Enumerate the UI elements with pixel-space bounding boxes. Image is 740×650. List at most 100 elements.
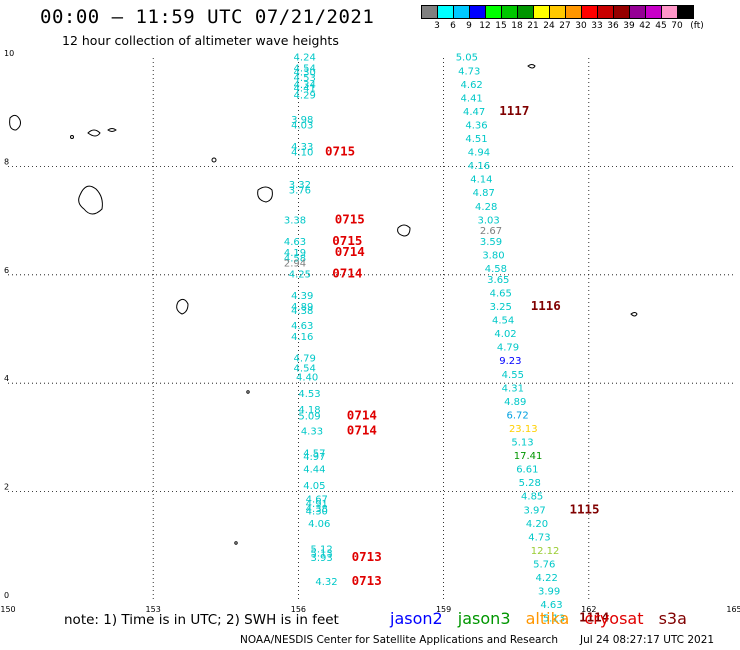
- legend-label: 18: [511, 21, 523, 31]
- mission-jason2: jason2: [390, 609, 443, 628]
- swh-value: 4.30: [306, 506, 328, 517]
- island-outline: [246, 390, 250, 394]
- swh-value: 5.13: [511, 438, 533, 449]
- swh-value: 4.53: [298, 389, 320, 400]
- swh-value: 4.30: [294, 67, 316, 78]
- island-outline: [211, 157, 217, 163]
- swh-value: 4.14: [470, 175, 492, 186]
- legend-label: 33: [591, 21, 603, 31]
- legend-label: 30: [575, 21, 587, 31]
- swh-value: 4.16: [291, 332, 313, 343]
- swh-value: 4.79: [497, 343, 519, 354]
- swh-value: 4.19: [284, 248, 306, 259]
- swh-value: 4.91: [306, 499, 328, 510]
- pass-time-labels: 0715071507150714071407140714071307131117…: [325, 103, 609, 625]
- swh-value: 3.76: [289, 186, 311, 197]
- swh-value: 4.54: [492, 316, 514, 327]
- pass-time-label: 0715: [325, 144, 355, 159]
- swh-value: 4.39: [291, 291, 313, 302]
- swh-value: 4.32: [315, 577, 337, 588]
- y-tick-label: 10: [4, 49, 14, 58]
- pass-time-label: 1117: [499, 103, 529, 118]
- swh-value: 4.89: [504, 397, 526, 408]
- swh-value: 2.94: [284, 259, 306, 270]
- swh-value: 17.41: [514, 451, 543, 462]
- island-outline: [9, 114, 21, 131]
- swh-value: 3.98: [291, 115, 313, 126]
- legend-label: 42: [639, 21, 651, 31]
- swh-value: 4.54: [294, 64, 316, 75]
- legend-label: 27: [559, 21, 571, 31]
- legend-label: 9: [466, 21, 472, 31]
- island-outline: [630, 312, 638, 317]
- swh-value: 4.67: [306, 494, 328, 505]
- swh-value: 23.13: [509, 424, 538, 435]
- legend-label: 6: [450, 21, 456, 31]
- island-outline: [87, 128, 117, 137]
- swh-value: 4.58: [485, 264, 507, 275]
- color-legend-labels: 3 6 9 12 15 18 21 24 27 30 33 36 39 42 45 70 (ft): [421, 21, 740, 35]
- x-tick-label: 162: [581, 605, 596, 614]
- y-tick-label: 2: [4, 483, 9, 492]
- swh-value: 12.12: [531, 546, 560, 557]
- pass-time-label: 1114: [579, 610, 609, 625]
- swh-value: 3.99: [538, 587, 560, 598]
- y-tick-label: 0: [4, 591, 9, 600]
- swh-value: 4.36: [465, 120, 487, 131]
- pass-time-label: 0714: [347, 408, 377, 423]
- swh-value: 4.73: [528, 532, 550, 543]
- x-tick-label: 153: [146, 605, 161, 614]
- swh-value: 3.97: [523, 505, 545, 516]
- swh-value: 5.76: [533, 559, 555, 570]
- swh-value: 4.20: [526, 519, 548, 530]
- legend-label: 3: [434, 21, 440, 31]
- x-tick-label: 156: [291, 605, 306, 614]
- swh-value: 3.65: [487, 275, 509, 286]
- y-tick-label: 8: [4, 157, 9, 166]
- mission-legend: jason2 jason3 altika cryosat s3a: [390, 609, 697, 628]
- swh-value: 4.03: [291, 120, 313, 131]
- pass-time-label: 0714: [335, 244, 365, 259]
- swh-value: 3.38: [284, 215, 306, 226]
- swh-value: 4.85: [521, 492, 543, 503]
- pass-time-label: 0714: [347, 423, 377, 438]
- island-outline: [234, 541, 238, 545]
- island-outline: [527, 64, 536, 69]
- swh-value: 4.63: [284, 237, 306, 248]
- swh-value: 3.93: [311, 553, 333, 564]
- island-outline: [397, 224, 411, 237]
- legend-label: 24: [543, 21, 555, 31]
- swh-value: 5.09: [298, 412, 320, 423]
- mission-s3a: s3a: [658, 609, 687, 628]
- mission-altika: altika: [525, 609, 570, 628]
- footer-timestamp: Jul 24 08:27:17 UTC 2021: [580, 634, 715, 646]
- swh-value: 4.10: [291, 148, 313, 159]
- legend-label: 39: [623, 21, 635, 31]
- swh-value: 4.40: [296, 372, 318, 383]
- mission-cryosat: cryosat: [584, 609, 644, 628]
- swh-value: 4.44: [303, 465, 325, 476]
- x-tick-label: 150: [0, 605, 15, 614]
- island-outline: [257, 186, 273, 203]
- color-legend: [421, 5, 694, 19]
- island-outlines: [9, 64, 638, 545]
- map-note: note: 1) Time is in UTC; 2) SWH is in fe…: [64, 612, 339, 628]
- swh-value: 4.73: [458, 66, 480, 77]
- legend-label: 12: [479, 21, 491, 31]
- swh-value: 4.63: [291, 321, 313, 332]
- swh-value: 4.87: [473, 188, 495, 199]
- swh-value: 3.03: [477, 215, 499, 226]
- legend-label: 70: [671, 21, 683, 31]
- swh-value: 4.25: [289, 270, 311, 281]
- swh-value: 4.38: [306, 504, 328, 515]
- legend-swatch: [677, 5, 694, 19]
- swh-value: 5.12: [311, 544, 333, 555]
- island-outline: [78, 185, 103, 215]
- swh-value: 4.38: [291, 306, 313, 317]
- pass-time-label: 1116: [531, 298, 561, 313]
- swh-value: 2.67: [480, 226, 502, 237]
- swh-value: 4.54: [294, 363, 316, 374]
- swh-value: 4.18: [298, 405, 320, 416]
- swh-values: 4.244.544.304.534.344.414.293.984.034.33…: [284, 53, 565, 625]
- swh-value: 4.62: [461, 80, 483, 91]
